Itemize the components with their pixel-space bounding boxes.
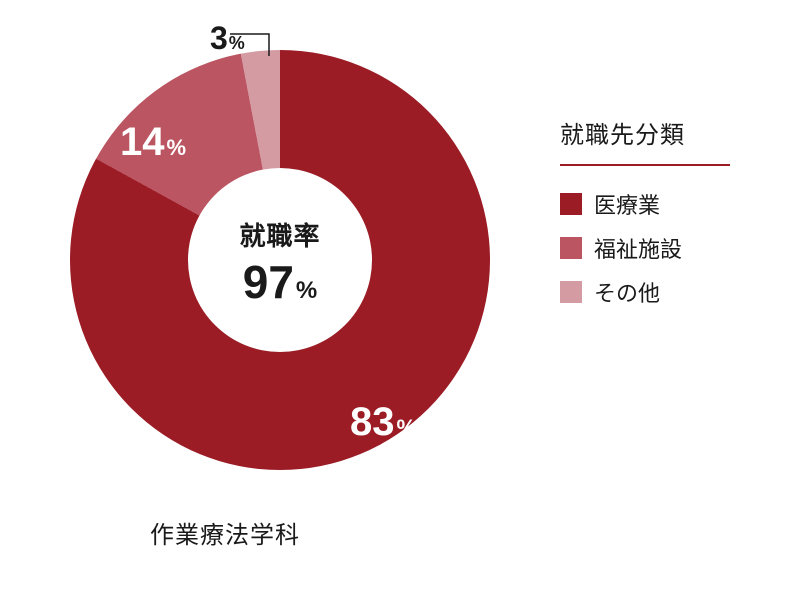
legend-item-other: その他 — [560, 276, 760, 308]
legend-title: 就職先分類 — [560, 115, 760, 164]
legend-label-welfare: 福祉施設 — [594, 232, 682, 264]
legend-swatch-other — [560, 281, 582, 303]
legend-label-medical: 医療業 — [594, 188, 660, 220]
legend-item-medical: 医療業 — [560, 188, 760, 220]
callout-line-other — [230, 34, 269, 56]
legend-item-welfare: 福祉施設 — [560, 232, 760, 264]
legend: 就職先分類 医療業福祉施設その他 — [560, 115, 760, 320]
chart-stage: 就職率 97% 83%14%3% 作業療法学科 就職先分類 医療業福祉施設その他 — [0, 0, 800, 592]
legend-rule — [560, 164, 730, 166]
donut-chart: 就職率 97% 83%14%3% — [70, 50, 490, 470]
legend-swatch-medical — [560, 193, 582, 215]
legend-items: 医療業福祉施設その他 — [560, 188, 760, 308]
legend-label-other: その他 — [594, 276, 660, 308]
callout-lines — [70, 10, 490, 470]
legend-swatch-welfare — [560, 237, 582, 259]
department-label: 作業療法学科 — [150, 515, 300, 550]
